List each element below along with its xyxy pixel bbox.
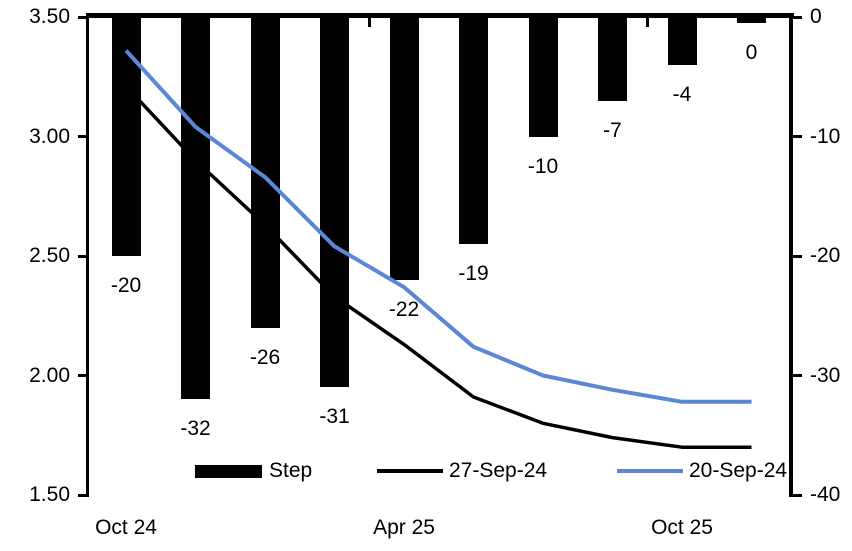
bar bbox=[320, 14, 349, 388]
right-axis-tick bbox=[793, 493, 802, 497]
right-axis-tick bbox=[793, 374, 802, 377]
bar bbox=[528, 14, 558, 137]
right-axis-tick-label: 0 bbox=[810, 5, 822, 28]
right-axis-tick-label: -30 bbox=[810, 363, 841, 387]
x-axis-label: Oct 25 bbox=[651, 516, 713, 539]
bar-value-label: -20 bbox=[110, 274, 142, 297]
right-axis-tick bbox=[793, 15, 802, 19]
left-axis-tick bbox=[78, 135, 87, 138]
bar-value-label: -26 bbox=[249, 345, 281, 369]
bar bbox=[389, 14, 419, 280]
bar bbox=[181, 14, 210, 400]
line-series-20-Sep-24 bbox=[124, 49, 752, 404]
bar-value-label: -32 bbox=[180, 417, 211, 441]
bar-value-label: -7 bbox=[603, 118, 622, 142]
bar-value-label: -4 bbox=[672, 82, 692, 106]
right-axis-tick bbox=[793, 254, 802, 258]
line-swatch-27-sep-24 bbox=[377, 469, 443, 473]
x-axis-tick bbox=[367, 18, 371, 27]
bar bbox=[459, 14, 488, 245]
legend-label-step: Step bbox=[269, 459, 313, 482]
right-axis-tick-label: -10 bbox=[810, 124, 841, 148]
x-axis-label: Oct 24 bbox=[95, 516, 157, 539]
line-series-27-Sep-24 bbox=[124, 85, 752, 449]
step-bar-swatch bbox=[195, 464, 262, 478]
left-axis-tick-label: 3.00 bbox=[29, 124, 70, 148]
legend-label-27-sep-24: 27-Sep-24 bbox=[449, 459, 548, 482]
left-axis-tick bbox=[78, 493, 87, 497]
right-axis-tick-label: -40 bbox=[810, 483, 841, 506]
legend-item-27-sep-24: 27-Sep-24 bbox=[377, 459, 547, 483]
bar-value-label: -31 bbox=[319, 405, 350, 429]
bar bbox=[737, 14, 766, 23]
left-axis-tick bbox=[78, 374, 87, 377]
left-axis-tick-label: 1.50 bbox=[29, 483, 70, 506]
bar bbox=[667, 14, 697, 65]
legend-item-step: Step bbox=[195, 459, 312, 483]
line-swatch-20-sep-24 bbox=[617, 469, 683, 473]
left-axis-tick bbox=[78, 15, 87, 19]
left-axis-tick bbox=[78, 254, 87, 258]
x-axis-label: Apr 25 bbox=[373, 516, 435, 539]
bar-value-label: -22 bbox=[388, 297, 420, 321]
right-axis-tick-label: -20 bbox=[810, 244, 841, 267]
bar bbox=[111, 14, 141, 256]
left-y-axis-line bbox=[86, 13, 89, 497]
legend-label-20-sep-24: 20-Sep-24 bbox=[689, 459, 788, 482]
right-y-axis-line bbox=[789, 13, 793, 497]
right-axis-tick bbox=[793, 135, 802, 138]
bar bbox=[250, 14, 280, 328]
x-axis-tick bbox=[645, 18, 649, 27]
bar bbox=[598, 14, 627, 101]
left-axis-tick-label: 2.50 bbox=[29, 244, 70, 267]
bar-value-label: -10 bbox=[527, 154, 559, 178]
x-axis-line bbox=[86, 13, 794, 18]
left-axis-tick-label: 2.00 bbox=[29, 363, 70, 387]
bar-value-label: 0 bbox=[745, 41, 758, 64]
left-axis-tick-label: 3.50 bbox=[29, 5, 70, 28]
legend-item-20-sep-24: 20-Sep-24 bbox=[617, 459, 787, 483]
bar-value-label: -19 bbox=[458, 262, 489, 286]
